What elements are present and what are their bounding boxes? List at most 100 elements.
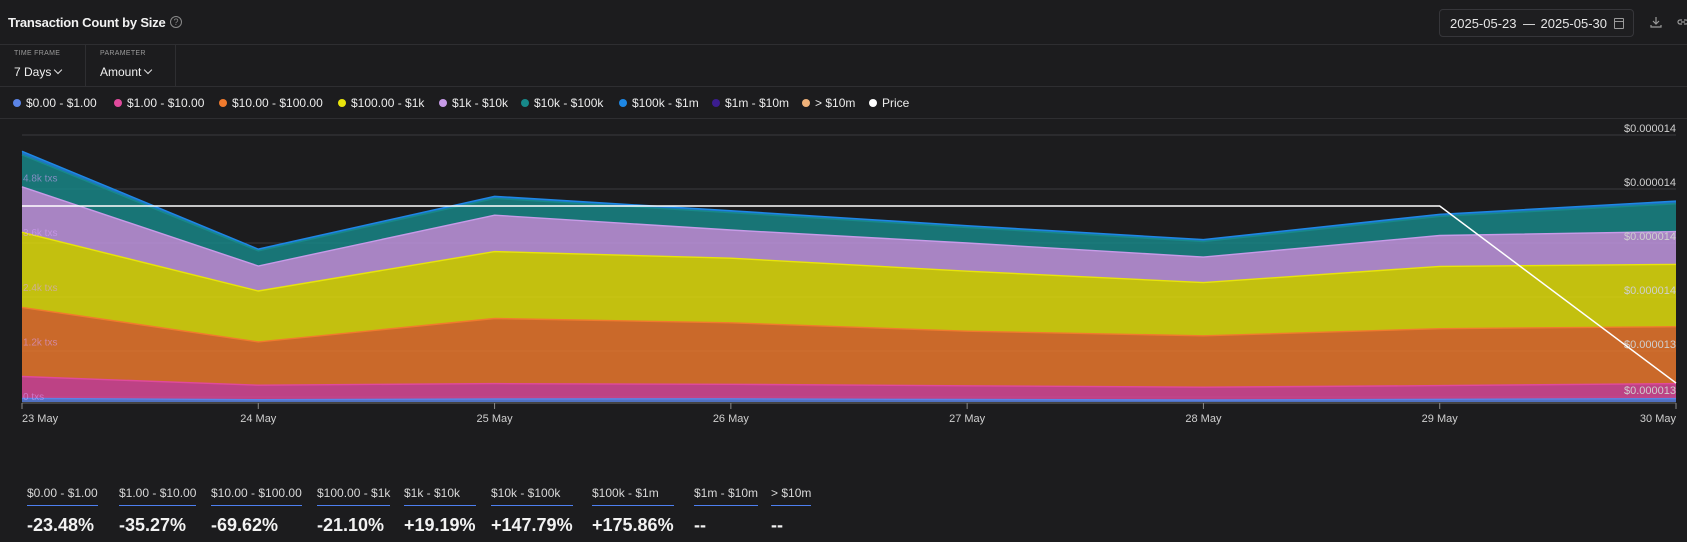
legend-label: $1m - $10m [725, 96, 790, 110]
right-axis-tick: $0.000014 [1624, 123, 1676, 135]
legend-label: $1.00 - $10.00 [127, 96, 205, 110]
date-to: 2025-05-30 [1540, 16, 1608, 31]
chart-controls: TIME FRAME 7 Days PARAMETER Amount [0, 45, 1687, 87]
legend-dot [619, 99, 627, 107]
legend-item-100-1k[interactable]: $100.00 - $1k [338, 96, 424, 110]
question-circle-icon[interactable]: ? [170, 16, 182, 28]
legend-item-over-10m[interactable]: > $10m [802, 96, 855, 110]
legend-dot [219, 99, 227, 107]
legend-item-10-100[interactable]: $10.00 - $100.00 [219, 96, 323, 110]
stat-10k-100k: $10k - $100k +147.79% [491, 486, 573, 536]
x-axis-label: 26 May [713, 413, 750, 425]
legend-label: $0.00 - $1.00 [26, 96, 97, 110]
stat-1-10: $1.00 - $10.00 -35.27% [119, 486, 197, 536]
stat-value: -69.62% [211, 515, 279, 535]
area-line-100k-1m [21, 150, 1677, 250]
stat-label: $1k - $10k [404, 486, 476, 506]
legend-label: $10.00 - $100.00 [232, 96, 323, 110]
change-stats: $0.00 - $1.00 -23.48% $1.00 - $10.00 -35.2… [0, 480, 1687, 542]
timeframe-dropdown[interactable]: 7 Days [14, 65, 85, 79]
stat-1m-10m: $1m - $10m -- [694, 486, 759, 536]
date-from: 2025-05-23 [1450, 16, 1517, 31]
x-axis-label: 28 May [1185, 413, 1222, 425]
stacked-area-chart[interactable]: 0 txs 1.2k txs 2.4k txs 3.6k txs 4.8k txs $0.… [0, 119, 1687, 464]
right-axis-tick: $0.000013 [1624, 385, 1676, 397]
area-10k-100k [22, 154, 1676, 266]
legend-label: $10k - $100k [534, 96, 604, 110]
right-axis-tick: $0.000014 [1624, 177, 1676, 189]
legend-item-price[interactable]: Price [869, 96, 909, 110]
chevron-down-icon [144, 65, 153, 75]
legend-dot [802, 99, 810, 107]
calendar-icon[interactable] [1614, 18, 1624, 29]
stat-10-100: $10.00 - $100.00 -69.62% [211, 486, 302, 536]
stat-value: -21.10% [317, 515, 385, 535]
chart-legend: $0.00 - $1.00 $1.00 - $10.00 $10.00 - $1… [0, 87, 1687, 119]
left-axis-tick: 0 txs [23, 392, 44, 403]
download-icon[interactable] [1650, 16, 1662, 28]
stat-label: $0.00 - $1.00 [27, 486, 98, 506]
x-axis-label: 29 May [1422, 413, 1459, 425]
stat-100-1k: $100.00 - $1k -21.10% [317, 486, 391, 536]
stat-value: -35.27% [119, 515, 187, 535]
right-axis-tick: $0.000014 [1624, 231, 1676, 243]
left-axis-tick: 1.2k txs [23, 337, 57, 348]
legend-label: Price [882, 96, 910, 110]
left-axis-tick: 3.6k txs [23, 228, 57, 239]
legend-label: $100.00 - $1k [351, 96, 425, 110]
left-axis-tick: 2.4k txs [23, 283, 57, 294]
area-100-00-1k [22, 232, 1676, 342]
stat-label: > $10m [771, 486, 812, 506]
area-line-0-00-1-00 [21, 397, 1677, 401]
chart-title: Transaction Count by Size [8, 15, 166, 30]
stat-value: +147.79% [491, 515, 573, 535]
x-axis-label: 24 May [240, 413, 277, 425]
left-axis-tick: 4.8k txs [23, 174, 57, 185]
legend-dot [13, 99, 21, 107]
legend-item-1k-10k[interactable]: $1k - $10k [439, 96, 508, 110]
area-line-1-00-10-00 [21, 375, 1677, 388]
stat-value: +19.19% [404, 515, 476, 535]
link-icon[interactable] [1677, 16, 1687, 28]
area-1k-10k [22, 186, 1676, 291]
stat-over-10m: > $10m -- [771, 486, 812, 536]
legend-item-1-10[interactable]: $1.00 - $10.00 [114, 96, 204, 110]
timeframe-value: 7 Days [14, 65, 52, 79]
legend-item-0-1[interactable]: $0.00 - $1.00 [13, 96, 97, 110]
area-10-00-100-00 [22, 307, 1676, 388]
stat-label: $1.00 - $10.00 [119, 486, 197, 506]
legend-label: > $10m [815, 96, 856, 110]
price-line [22, 205, 1677, 384]
chart-header: Transaction Count by Size ? 2025-05-23 20… [0, 0, 1687, 45]
legend-dot [114, 99, 122, 107]
stat-label: $1m - $10m [694, 486, 759, 506]
legend-dot [521, 99, 529, 107]
chevron-down-icon [54, 65, 63, 75]
x-axis-label: 30 May [1640, 413, 1677, 425]
stat-label: $10.00 - $100.00 [211, 486, 302, 506]
stat-1k-10k: $1k - $10k +19.19% [404, 486, 476, 536]
right-axis-tick: $0.000014 [1624, 285, 1676, 297]
x-axis-label: 23 May [22, 413, 59, 425]
area-line-1k-10k [21, 186, 1677, 267]
legend-item-100k-1m[interactable]: $100k - $1m [619, 96, 699, 110]
stat-100k-1m: $100k - $1m +175.86% [592, 486, 674, 536]
date-range-picker[interactable]: 2025-05-23 2025-05-30 [1439, 9, 1634, 37]
area-line-10-00-100-00 [21, 306, 1677, 343]
parameter-label: PARAMETER [100, 50, 146, 57]
x-axis-label: 27 May [949, 413, 986, 425]
x-axis-label: 25 May [477, 413, 514, 425]
timeframe-control[interactable]: TIME FRAME 7 Days [0, 45, 86, 87]
stat-label: $100.00 - $1k [317, 486, 391, 506]
legend-label: $1k - $10k [452, 96, 509, 110]
parameter-dropdown[interactable]: Amount [100, 65, 175, 79]
stat-value: -23.48% [27, 515, 95, 535]
parameter-control[interactable]: PARAMETER Amount [86, 45, 176, 87]
stat-0-1: $0.00 - $1.00 -23.48% [27, 486, 98, 536]
legend-item-10k-100k[interactable]: $10k - $100k [521, 96, 603, 110]
legend-item-1m-10m[interactable]: $1m - $10m [712, 96, 789, 110]
area-line-10k-100k [21, 154, 1677, 252]
legend-dot [712, 99, 720, 107]
stat-value: +175.86% [592, 515, 674, 535]
timeframe-label: TIME FRAME [14, 50, 61, 57]
